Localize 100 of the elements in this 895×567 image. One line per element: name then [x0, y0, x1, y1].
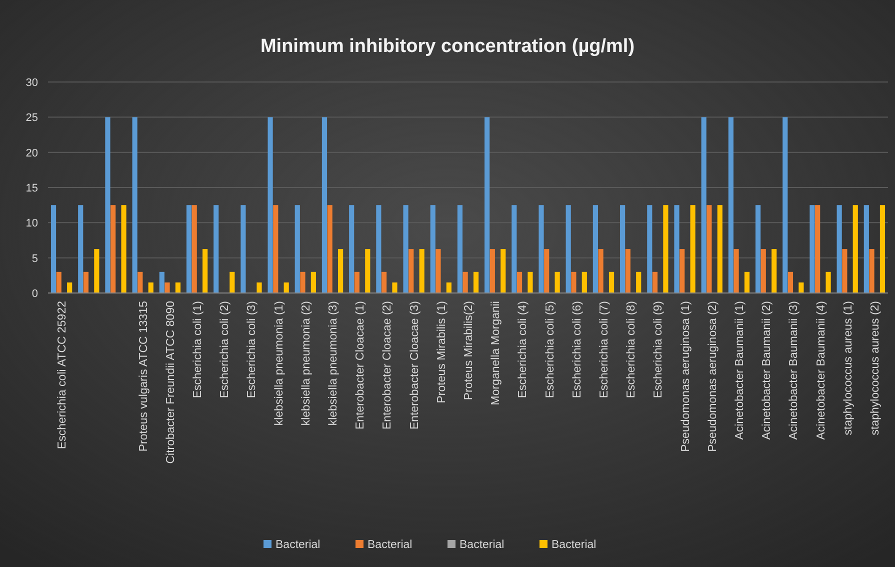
bar: [636, 272, 642, 293]
x-tick-label: Citrobacter Freundii ATCC 8090: [164, 301, 177, 464]
x-tick-label: Acinetobacter Baumanii (3): [788, 300, 800, 440]
x-tick-label: klebsiella pneumonia (2): [300, 300, 312, 426]
bar: [647, 205, 652, 293]
bar: [516, 272, 522, 293]
bar: [500, 249, 506, 293]
bar: [446, 282, 452, 293]
x-tick-label: Proteus vulgaris ATCC 13315: [138, 301, 150, 452]
bar: [528, 272, 533, 293]
bar: [175, 282, 181, 293]
bar: [582, 272, 587, 293]
x-tick-label: klebsiella pneumonia (3): [328, 300, 340, 426]
bar: [294, 205, 300, 293]
x-tick-label: Escherichia coli ATCC 25922: [56, 301, 69, 450]
bar: [652, 272, 658, 293]
bar: [544, 249, 550, 293]
bar: [94, 249, 100, 293]
bar: [273, 205, 278, 293]
bar: [419, 249, 424, 293]
bar: [734, 249, 739, 293]
bar: [159, 272, 164, 293]
bar: [354, 272, 360, 293]
bar: [214, 205, 219, 293]
bar: [571, 272, 576, 293]
bar: [744, 272, 750, 293]
x-tick-label: Pseudomonas aeruginosa (1): [680, 300, 692, 452]
y-tick-label: 0: [32, 288, 38, 300]
x-tick-label: Escherichia coli (1): [192, 300, 204, 398]
bar: [625, 249, 630, 293]
x-tick-label: Escherichia coli (4): [517, 300, 530, 398]
bar: [566, 205, 571, 293]
bar: [680, 249, 685, 293]
bar: [538, 205, 544, 293]
bar: [132, 117, 138, 293]
bar: [430, 205, 436, 293]
bar: [598, 249, 604, 293]
bar: [826, 272, 831, 293]
chart-title: Minimum inhibitory concentration (µg/ml): [260, 36, 635, 57]
x-tick-label: Escherichia coli (6): [571, 300, 584, 398]
x-tick-label: Escherichia coli (5): [544, 300, 556, 398]
y-tick-label: 15: [26, 182, 38, 194]
legend-label: Bacterial: [460, 539, 504, 551]
bar: [782, 117, 788, 293]
y-tick-label: 25: [26, 112, 38, 124]
legend-label: Bacterial: [368, 539, 412, 551]
x-tick-label: Escherichia coli (8): [626, 300, 638, 398]
x-tick-label: staphylococcus aureus (1): [842, 300, 854, 436]
bar: [852, 205, 858, 293]
bar: [512, 205, 517, 293]
bar: [392, 282, 398, 293]
bar: [148, 282, 154, 293]
bar: [202, 249, 208, 293]
x-tick-label: Enterobacter Cloacae (3): [408, 300, 421, 430]
bar: [436, 249, 441, 293]
bar: [620, 205, 626, 293]
bar: [484, 117, 490, 293]
x-tick-label: Escherichia coli (9): [652, 300, 665, 398]
x-tick-label: Morganella Morganii: [490, 301, 502, 406]
bar: [880, 205, 886, 293]
x-tick-label: Acinetobacter Baumanii (2): [761, 300, 774, 440]
x-tick-label: Escherichia coli (3): [246, 300, 258, 398]
legend-label: Bacterial: [276, 539, 320, 551]
bar: [327, 205, 332, 293]
bar: [310, 272, 316, 293]
bar: [192, 205, 197, 293]
x-tick-label: Acinetobacter Baumanii (4): [815, 300, 828, 440]
bar: [717, 205, 722, 293]
bar: [322, 117, 328, 293]
bar: [473, 272, 479, 293]
legend-label: Bacterial: [552, 539, 596, 551]
x-tick-label: Proteus Mirabilis (1): [436, 300, 448, 404]
x-tick-label: staphylococcus aureus (2): [869, 300, 882, 436]
x-tick-label: Acinetobacter Baumanii (1): [734, 300, 746, 440]
bar: [810, 205, 815, 293]
bar: [381, 272, 387, 293]
bar: [608, 272, 614, 293]
bar: [365, 249, 370, 293]
x-tick-label: Proteus Mirabilis(2): [463, 300, 475, 400]
bar: [256, 282, 262, 293]
bar: [164, 282, 170, 293]
y-tick-label: 30: [26, 77, 38, 89]
bar: [83, 272, 89, 293]
x-tick-label: klebsiella pneumonia (1): [273, 300, 286, 426]
bar: [338, 249, 344, 293]
bar: [186, 205, 192, 293]
bar: [728, 117, 734, 293]
x-tick-label: Escherichia coli (7): [598, 300, 610, 398]
bar: [690, 205, 696, 293]
bar: [755, 205, 761, 293]
bar: [105, 117, 110, 293]
bar: [408, 249, 414, 293]
bar: [50, 205, 56, 293]
bar: [706, 205, 712, 293]
bar: [798, 282, 804, 293]
bar: [403, 205, 408, 293]
bar: [462, 272, 468, 293]
bar: [300, 272, 306, 293]
bar: [121, 205, 126, 293]
bar: [110, 205, 116, 293]
